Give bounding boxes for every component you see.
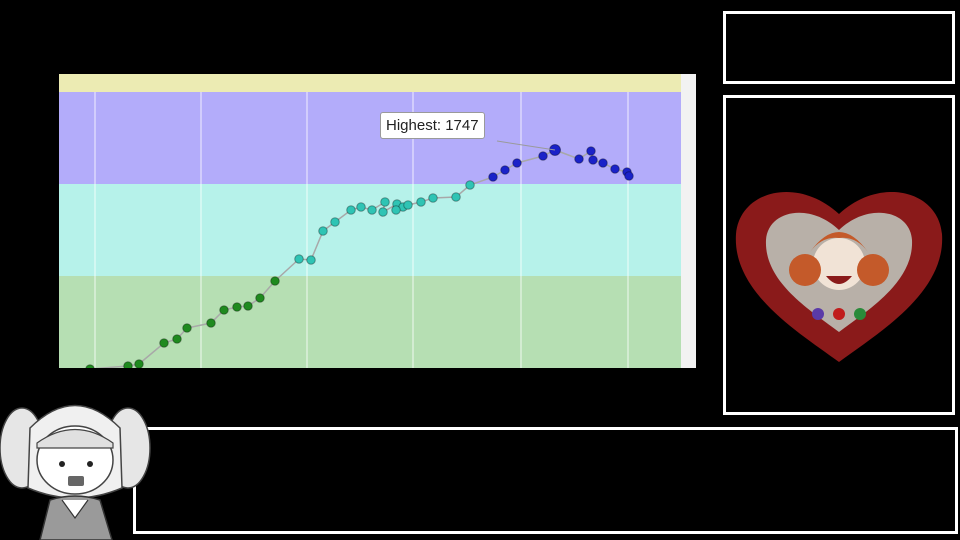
rating-point [488,172,498,182]
rating-point [586,146,596,156]
band-purple [59,92,696,184]
rating-point [428,193,438,203]
band-top-strip [59,74,696,92]
heart-badge-image [735,191,943,362]
rating-point [574,154,584,164]
dialogue-box [133,427,958,534]
rating-point [610,164,620,174]
rating-points [85,144,634,368]
rating-point [378,207,388,217]
rating-point [624,171,634,181]
rating-point [306,255,316,265]
rating-point [465,180,475,190]
rating-point [134,359,144,368]
rating-point [182,323,192,333]
rating-point [255,293,265,303]
tooltip-connector [496,140,556,151]
rating-point [123,361,133,368]
rating-point [330,217,340,227]
rating-point [346,205,356,215]
rating-point [356,202,366,212]
rating-point [172,334,182,344]
rating-point [159,338,169,348]
rating-point [206,318,216,328]
rating-point [270,276,280,286]
rating-point [219,305,229,315]
rating-point [85,364,95,368]
band-cyan [59,184,696,276]
rating-point [318,226,328,236]
rating-point [598,158,608,168]
chart-svg [59,74,696,368]
rating-point [367,205,377,215]
rating-point [451,192,461,202]
rating-point [588,155,598,165]
rating-point [403,200,413,210]
character-illustration [0,404,151,540]
rating-point [232,302,242,312]
rating-point [380,197,390,207]
rating-bands [59,74,696,368]
rating-point [500,165,510,175]
rating-point [416,197,426,207]
rating-point [391,205,401,215]
chart-scroll-gutter [681,74,696,368]
highest-tooltip: Highest: 1747 [380,112,485,139]
band-green [59,276,696,368]
rating-point [294,254,304,264]
rating-point [538,151,548,161]
rating-point [243,301,253,311]
rating-point [512,158,522,168]
top-right-box [723,11,955,84]
rating-chart [59,74,696,368]
